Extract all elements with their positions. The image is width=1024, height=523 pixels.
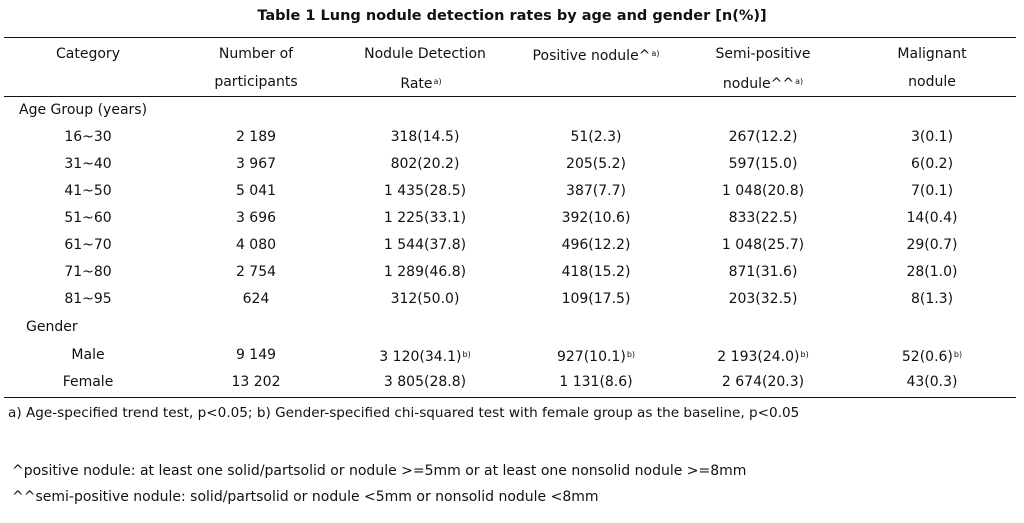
header-positive: Positive nodule^a) [533,45,660,65]
row-positive: 109(17.5) [561,291,631,307]
header-positive-label: Positive nodule^ [532,48,651,64]
row-malignant: 7(0.1) [910,183,954,199]
row-detection-rate: 1 544(37.8) [383,237,467,253]
table-title: Table 1 Lung nodule detection rates by a… [257,8,767,24]
section-gender: Gender [26,319,78,335]
row-positive: 1 131(8.6) [559,374,633,390]
footnote-semi-positive-definition: ^^semi-positive nodule: solid/partsolid … [12,489,599,505]
row-detection-rate: 312(50.0) [390,291,460,307]
row-label: 31~40 [64,156,112,172]
row-label: Male [71,347,105,363]
row-participants: 5 041 [235,183,277,199]
footnote-positive-definition: ^positive nodule: at least one solid/par… [12,463,747,479]
table-top-rule [4,37,1016,39]
header-malignant-line1: Malignant [897,46,967,62]
row-detection-rate: 1 289(46.8) [383,264,467,280]
value-text: 3 120(34.1) [379,349,462,365]
row-label: Female [62,374,114,390]
row-participants: 624 [242,291,270,307]
row-positive: 205(5.2) [566,156,626,172]
section-age-group: Age Group (years) [19,102,148,118]
row-malignant: 6(0.2) [910,156,954,172]
header-semi-label: nodule^^ [722,76,795,92]
row-semi-positive: 833(22.5) [728,210,798,226]
footnote-marker: b) [626,350,636,359]
header-detection-line1: Nodule Detection [364,46,486,62]
row-semi-positive: 1 048(25.7) [721,237,805,253]
row-malignant: 14(0.4) [906,210,958,226]
row-semi-positive: 203(32.5) [728,291,798,307]
table-header-rule [4,96,1016,97]
row-semi-positive: 597(15.0) [728,156,798,172]
footnote-marker: b) [800,350,809,359]
row-label: 16~30 [64,129,112,145]
value-text: 52(0.6) [901,349,953,365]
footnote-statistics: a) Age-specified trend test, p<0.05; b) … [8,405,800,421]
row-malignant: 29(0.7) [906,237,958,253]
header-category: Category [56,46,120,62]
row-detection-rate: 1 435(28.5) [383,183,467,199]
footnote-marker: b) [953,350,963,359]
footnote-marker: b) [462,350,471,359]
row-positive: 51(2.3) [570,129,622,145]
row-semi-positive: 871(31.6) [728,264,798,280]
value-text: 2 193(24.0) [717,349,800,365]
row-positive: 418(15.2) [561,264,631,280]
header-detection-line2: Ratea) [400,73,441,93]
row-label: 51~60 [64,210,112,226]
row-malignant: 3(0.1) [910,129,954,145]
row-participants: 2 189 [235,129,277,145]
table-bottom-rule [4,397,1016,399]
row-detection-rate: 3 120(34.1)b) [379,346,470,366]
row-label: 61~70 [64,237,112,253]
header-participants-line1: Number of [218,46,294,62]
header-semi-line2: nodule^^a) [723,73,803,93]
row-semi-positive: 2 193(24.0)b) [717,346,808,366]
row-detection-rate: 3 805(28.8) [383,374,467,390]
value-text: 927(10.1) [556,349,626,365]
row-malignant: 52(0.6)b) [902,346,962,366]
header-semi-footnote: a) [795,77,804,86]
header-semi-line1: Semi-positive [715,46,811,62]
row-detection-rate: 802(20.2) [390,156,460,172]
row-label: 81~95 [64,291,112,307]
row-participants: 4 080 [235,237,277,253]
row-positive: 927(10.1)b) [557,346,635,366]
row-detection-rate: 1 225(33.1) [383,210,467,226]
row-label: 41~50 [64,183,112,199]
row-positive: 387(7.7) [566,183,626,199]
header-detection-label: Rate [400,76,433,92]
row-positive: 496(12.2) [561,237,631,253]
row-malignant: 28(1.0) [906,264,958,280]
row-participants: 3 696 [235,210,277,226]
row-participants: 13 202 [231,374,281,390]
header-positive-footnote: a) [651,49,660,58]
row-semi-positive: 267(12.2) [728,129,798,145]
row-semi-positive: 2 674(20.3) [721,374,805,390]
row-label: 71~80 [64,264,112,280]
row-malignant: 8(1.3) [910,291,954,307]
row-semi-positive: 1 048(20.8) [721,183,805,199]
row-positive: 392(10.6) [561,210,631,226]
header-participants-line2: participants [214,74,298,90]
row-participants: 9 149 [235,347,277,363]
row-participants: 2 754 [235,264,277,280]
row-detection-rate: 318(14.5) [390,129,460,145]
row-participants: 3 967 [235,156,277,172]
row-malignant: 43(0.3) [906,374,958,390]
header-detection-footnote: a) [433,77,442,86]
header-malignant-line2: nodule [908,74,956,90]
